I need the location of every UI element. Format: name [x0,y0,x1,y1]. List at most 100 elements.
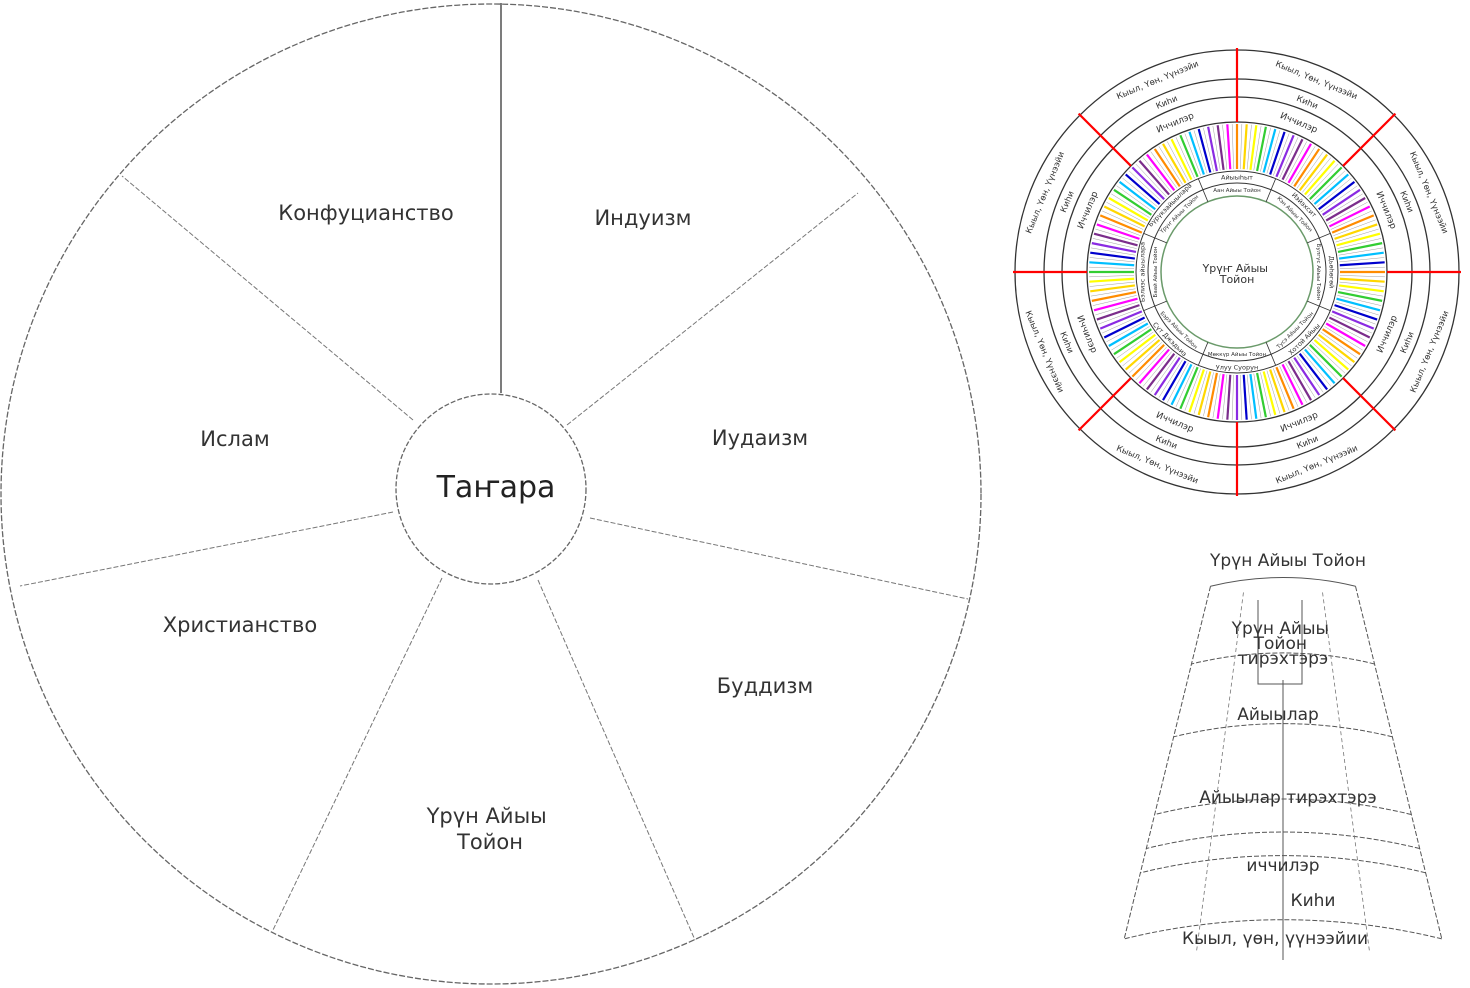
cosmos-colored-spoke [1318,181,1356,211]
cosmos-spoke-divider [1316,177,1352,207]
cosmos-spoke-divider [1266,370,1281,414]
cosmos-spoke-divider [1333,219,1376,236]
cosmos-colored-spoke [1337,242,1383,253]
fan-level-2: Айыылар [1237,705,1319,725]
cosmos-colored-spoke [1197,371,1212,416]
cosmos-colored-spoke [1091,242,1137,253]
religion-wheel: Таҥара Конфуцианство Индуизм Иудаизм Буд… [0,3,982,985]
cosmos-colored-spoke [1275,366,1295,410]
cosmos-colored-spoke [1170,138,1193,181]
fan-title: Үрүн Айыы Тойон [1209,551,1366,571]
cosmos-colored-spoke [1125,339,1161,371]
cosmos-colored-spoke [1093,297,1138,312]
cosmos-spoke-divider [1339,266,1385,269]
cosmos-kihi-label: Киһи [1295,434,1320,452]
cosmos-colored-spoke [1287,143,1312,184]
cosmos-colored-spoke [1339,277,1385,283]
cosmos-spoke-divider [1095,301,1139,316]
cosmos-colored-spoke [1099,214,1143,234]
cosmos-spoke-divider [1324,193,1363,218]
cosmos-spoke-divider [1184,133,1201,176]
cosmos-center-circle [1160,195,1314,349]
cosmos-spoke-divider [1273,368,1290,411]
cosmos-spoke-divider [1302,157,1332,193]
cosmos-spoke-divider [1273,133,1290,176]
religion-wheel-spoke [121,175,414,421]
cosmos-spoke-divider [1260,127,1271,172]
cosmos-spoke-divider [1203,372,1214,417]
cosmos-colored-spoke [1207,372,1218,418]
cosmos-colored-spoke [1256,126,1267,172]
cosmos-spoke-divider [1212,373,1221,419]
cosmos-colored-spoke [1262,371,1277,416]
cosmos-spoke-divider [1327,320,1368,342]
cosmos-spoke-divider [1111,326,1150,351]
fan-edge [1355,586,1443,939]
cosmos-colored-spoke [1091,291,1137,302]
cosmos-red-axes [1013,48,1461,496]
cosmos-inner-divider [1307,300,1331,312]
cosmos-spoke-divider [1285,362,1307,403]
cosmos-colored-spoke [1162,360,1187,401]
cosmos-colored-spoke [1298,353,1328,391]
cosmos-red-axis [1077,112,1132,167]
cosmos-inner-divider [1265,178,1277,202]
cosmos-spoke-divider [1291,146,1316,185]
sector-label-islam: Ислам [200,427,269,451]
cosmos-spoke-divider [1338,247,1384,256]
cosmos-deity-label: Улуу Суорун [1216,363,1258,371]
fan-level-5: Киһи [1291,891,1336,911]
cosmos-spoke-divider [1312,170,1346,202]
cosmos-inner-divider [1143,232,1167,244]
fan-level-boundary [1173,723,1393,738]
religion-wheel-center-label: Таҥара [436,470,556,505]
cosmos-spoke-divider [1253,373,1262,419]
cosmos-colored-spoke [1118,333,1156,363]
fan-level-3: Айыылар тирэхтэрэ [1199,788,1377,808]
cosmos-colored-spoke [1179,134,1199,178]
religion-wheel-outer-circle [0,3,982,985]
cosmos-spoke-divider [1092,295,1137,306]
cosmos-colored-spoke [1293,357,1321,396]
cosmos-colored-spoke [1103,316,1146,339]
religion-wheel-spoke [566,192,859,426]
cosmos-kihi-label: Киһи [1295,94,1320,112]
cosmos-colored-spoke [1328,316,1371,339]
cosmos-colored-spoke [1118,181,1156,211]
cosmos-spoke-divider [1167,362,1189,403]
religion-wheel-spoke [19,511,394,587]
religion-wheel-spoke [272,577,443,931]
fan-lines [1123,577,1443,960]
cosmos-spoke-divider [1337,238,1382,249]
cosmos-spoke-divider [1320,331,1358,359]
cosmos-colored-spoke [1304,160,1336,196]
cosmos-spoke-divider [1089,257,1135,263]
cosmos-red-axis [1077,377,1132,432]
cosmos-colored-spoke [1262,128,1277,173]
cosmos-spoke-divider [1330,210,1372,230]
fan-level-boundary [1124,919,1442,940]
religion-wheel-spokes [19,3,969,941]
sector-label-judaism: Иудаизм [712,426,808,450]
cosmos-colored-spoke [1242,374,1248,420]
cosmos-red-axis [1342,377,1397,432]
religion-wheel-center-circle [395,393,587,585]
cosmos-center-label-line2: Тойон [1219,273,1255,286]
fan-level-1: Үрүн Айыы Тойон тирэхтэрэ [1231,619,1335,669]
cosmos-spoke-divider [1203,127,1214,172]
cosmos-inner-label: Булгүс Айыы Тойон [1315,244,1322,301]
cosmos-colored-spoke [1113,188,1152,216]
cosmos-spoke-divider [1135,347,1167,381]
cosmos-spoke-divider [1184,368,1201,411]
cosmos-colored-spoke [1298,153,1328,191]
cosmos-colored-spoke [1318,333,1356,363]
cosmos-spoke-divider [1240,124,1243,170]
sector-label-christianity: Христианство [163,613,317,637]
cosmos-colored-spoke [1093,232,1138,247]
cosmos-spoke-divider [1296,151,1324,189]
cosmos-colored-spoke [1331,214,1375,234]
cosmos-spoke-divider [1339,257,1385,263]
cosmos-inner-divider [1197,178,1209,202]
cosmos-colored-spoke [1334,304,1378,321]
cosmos-colored-spoke [1108,197,1149,222]
